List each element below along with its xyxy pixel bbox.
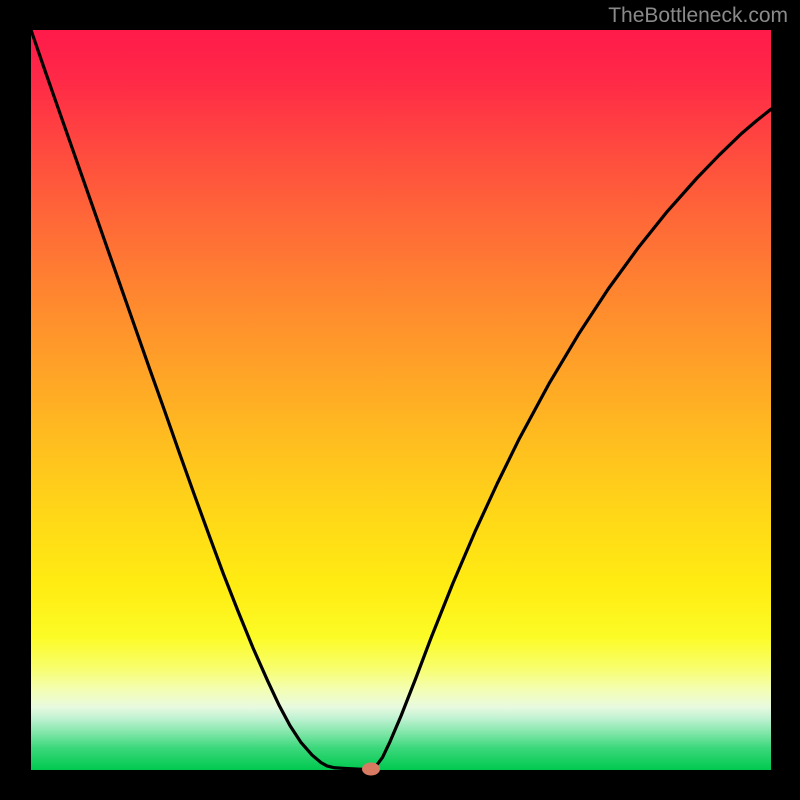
watermark-text: TheBottleneck.com: [608, 4, 788, 28]
optimal-point-marker: [362, 763, 380, 776]
background-gradient: [31, 30, 771, 770]
plot-area: [31, 30, 771, 770]
